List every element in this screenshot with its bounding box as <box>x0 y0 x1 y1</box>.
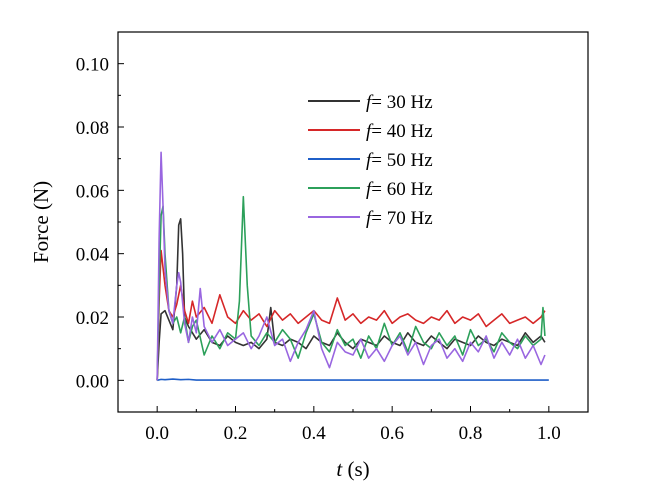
x-tick-label: 0.0 <box>145 423 169 444</box>
tick-label-layer: 0.0 0.2 0.4 0.6 0.8 1.0 0.00 0.02 0.04 0.06 0.08 0.… <box>76 55 561 444</box>
legend-variable: f <box>366 150 374 171</box>
legend-value: = 60 Hz <box>371 179 432 200</box>
x-tick-label: 1.0 <box>537 423 561 444</box>
y-tick-label: 0.04 <box>76 245 110 266</box>
legend-label-4: f= 60 Hz <box>366 179 433 200</box>
y-axis-title: Force (N) <box>29 181 53 263</box>
y-tick-label: 0.02 <box>76 308 109 329</box>
y-tick-label: 0.06 <box>76 181 109 202</box>
legend-value: = 30 Hz <box>371 92 432 113</box>
legend-variable: f <box>366 179 374 200</box>
y-tick-label: 0.00 <box>76 371 109 392</box>
legend-value: = 70 Hz <box>371 208 432 229</box>
series-line-3 <box>156 378 549 382</box>
y-tick-label: 0.10 <box>76 55 109 76</box>
x-axis-title: t (s) <box>336 457 369 481</box>
x-tick-label: 0.6 <box>380 423 404 444</box>
legend-variable: f <box>366 121 374 142</box>
legend-label-5: f= 70 Hz <box>366 208 433 229</box>
legend: f= 30 Hzf= 40 Hzf= 50 Hzf= 60 Hzf= 70 Hz <box>308 92 433 229</box>
series-line-1 <box>156 218 546 381</box>
x-axis-variable: t <box>336 457 343 481</box>
series-line-5 <box>156 151 546 381</box>
tick-layer <box>117 31 589 413</box>
series-line-2 <box>156 249 546 381</box>
legend-value: = 40 Hz <box>371 121 432 142</box>
series-layer <box>156 151 549 382</box>
y-tick-label: 0.08 <box>76 118 109 139</box>
legend-label-2: f= 40 Hz <box>366 121 433 142</box>
x-tick-label: 0.4 <box>302 423 326 444</box>
legend-variable: f <box>366 92 374 113</box>
legend-value: = 50 Hz <box>371 150 432 171</box>
x-axis-unit: (s) <box>342 457 369 481</box>
legend-variable: f <box>366 208 374 229</box>
legend-label-3: f= 50 Hz <box>366 150 433 171</box>
x-tick-label: 0.8 <box>459 423 483 444</box>
series-line-4 <box>156 195 546 381</box>
legend-label-1: f= 30 Hz <box>366 92 433 113</box>
x-tick-label: 0.2 <box>224 423 248 444</box>
